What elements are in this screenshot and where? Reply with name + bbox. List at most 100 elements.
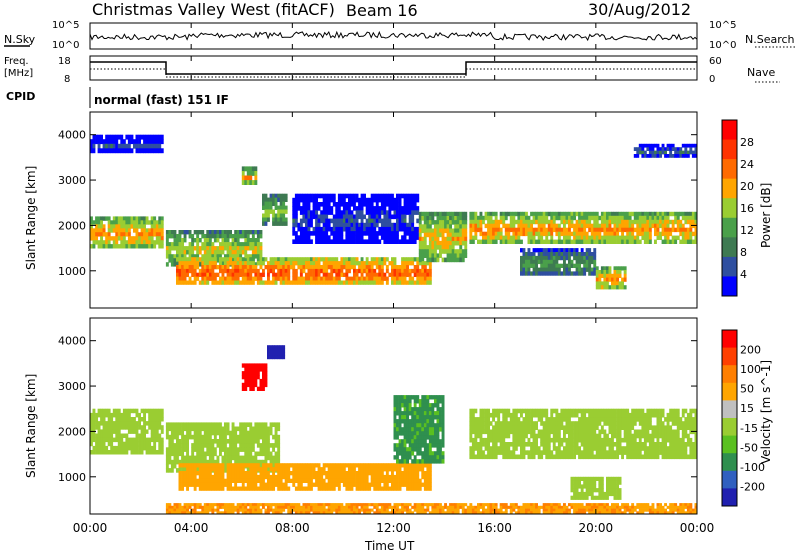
heatmap-cell xyxy=(537,248,541,253)
heatmap-cell xyxy=(487,215,490,221)
heatmap-cell xyxy=(535,219,538,225)
heatmap-cell xyxy=(385,218,389,224)
heatmap-cell xyxy=(641,227,645,233)
heatmap-cell xyxy=(327,261,331,266)
heatmap-cell xyxy=(196,261,200,266)
heatmap-cell xyxy=(244,272,248,277)
heatmap-cell xyxy=(423,435,427,440)
heatmap-cell xyxy=(231,242,235,247)
heatmap-cell xyxy=(489,239,493,244)
heatmap-cell xyxy=(181,430,184,436)
heatmap-cell xyxy=(507,231,511,237)
heatmap-cell xyxy=(598,270,602,275)
heatmap-cell xyxy=(150,139,154,145)
heatmap-cell xyxy=(153,425,157,430)
heatmap-cell xyxy=(256,443,260,448)
heatmap-cell xyxy=(292,280,296,285)
heatmap-cell xyxy=(234,234,238,239)
heatmap-cell xyxy=(530,263,533,268)
heatmap-cell xyxy=(282,348,286,353)
heatmap-cell xyxy=(277,443,281,448)
heatmap-cell xyxy=(378,210,382,215)
heatmap-cell xyxy=(320,482,324,487)
heatmap-cell xyxy=(239,474,243,480)
heatmap-cell xyxy=(527,215,531,221)
heatmap-cell xyxy=(393,463,397,468)
heatmap-cell xyxy=(178,468,182,473)
heatmap-cell xyxy=(418,257,422,263)
heatmap-cell xyxy=(206,486,210,491)
heatmap-cell xyxy=(256,386,260,391)
heatmap-cell xyxy=(279,276,283,281)
heatmap-cell xyxy=(474,437,478,443)
heatmap-cell xyxy=(234,459,238,465)
heatmap-cell xyxy=(512,408,516,414)
heatmap-cell xyxy=(441,403,445,408)
heatmap-cell xyxy=(317,257,321,262)
heatmap-cell xyxy=(203,261,207,266)
heatmap-cell xyxy=(396,482,399,487)
heatmap-cell xyxy=(130,220,134,225)
heatmap-cell xyxy=(267,352,270,356)
heatmap-cell xyxy=(274,352,278,356)
heatmap-cell xyxy=(421,411,425,416)
heatmap-cell xyxy=(287,265,291,270)
heatmap-cell xyxy=(277,447,281,452)
heatmap-cell xyxy=(176,272,179,277)
heatmap-cell xyxy=(411,471,415,476)
heatmap-cell xyxy=(436,395,440,400)
heatmap-cell xyxy=(428,443,432,448)
heatmap-cell xyxy=(302,276,306,281)
heatmap-cell xyxy=(469,239,473,244)
heatmap-cell xyxy=(269,261,273,266)
heatmap-cell xyxy=(646,231,650,237)
heatmap-cell xyxy=(669,143,673,148)
heatmap-cell xyxy=(684,150,688,155)
heatmap-cell xyxy=(423,463,427,468)
heatmap-cell xyxy=(226,459,230,465)
heatmap-cell xyxy=(388,261,392,266)
heatmap-cell xyxy=(504,417,508,422)
heatmap-cell xyxy=(170,246,174,251)
heatmap-cell xyxy=(335,231,339,236)
heatmap-cell xyxy=(216,430,220,436)
heatmap-cell xyxy=(413,231,417,236)
heatmap-cell xyxy=(436,220,440,225)
heatmap-cell xyxy=(249,180,253,185)
heatmap-cell xyxy=(342,193,346,199)
heatmap-cell xyxy=(153,139,157,145)
heatmap-cell xyxy=(370,482,374,487)
heatmap-cell xyxy=(178,426,182,432)
heatmap-cell xyxy=(145,441,149,447)
heatmap-cell xyxy=(446,220,450,225)
nave-label: Nave xyxy=(747,66,775,79)
heatmap-cell xyxy=(568,219,571,225)
heatmap-cell xyxy=(406,272,409,277)
heatmap-cell xyxy=(401,427,404,432)
heatmap-cell xyxy=(474,408,478,414)
heatmap-cell xyxy=(626,231,630,237)
heatmap-cell xyxy=(428,431,432,436)
heatmap-cell xyxy=(444,257,447,263)
heatmap-cell xyxy=(211,467,215,472)
heatmap-cell xyxy=(434,245,437,250)
heatmap-cell xyxy=(679,231,683,237)
heatmap-cell xyxy=(348,471,351,476)
heatmap-cell xyxy=(117,445,121,451)
heatmap-cell xyxy=(120,441,124,447)
heatmap-cell xyxy=(150,408,154,414)
heatmap-cell xyxy=(403,415,407,420)
heatmap-cell xyxy=(552,227,556,233)
heatmap-cell xyxy=(583,263,587,268)
heatmap-cell xyxy=(593,263,597,268)
heatmap-cell xyxy=(509,223,513,229)
heatmap-cell xyxy=(332,214,336,220)
heatmap-cell xyxy=(499,437,503,443)
heatmap-cell xyxy=(353,463,356,468)
heatmap-cell xyxy=(413,467,417,472)
heatmap-cell xyxy=(299,222,303,228)
heatmap-cell xyxy=(315,222,318,228)
heatmap-cell xyxy=(471,211,475,217)
heatmap-cell xyxy=(552,223,556,229)
nsearch-tick-high: 10^5 xyxy=(709,20,736,31)
